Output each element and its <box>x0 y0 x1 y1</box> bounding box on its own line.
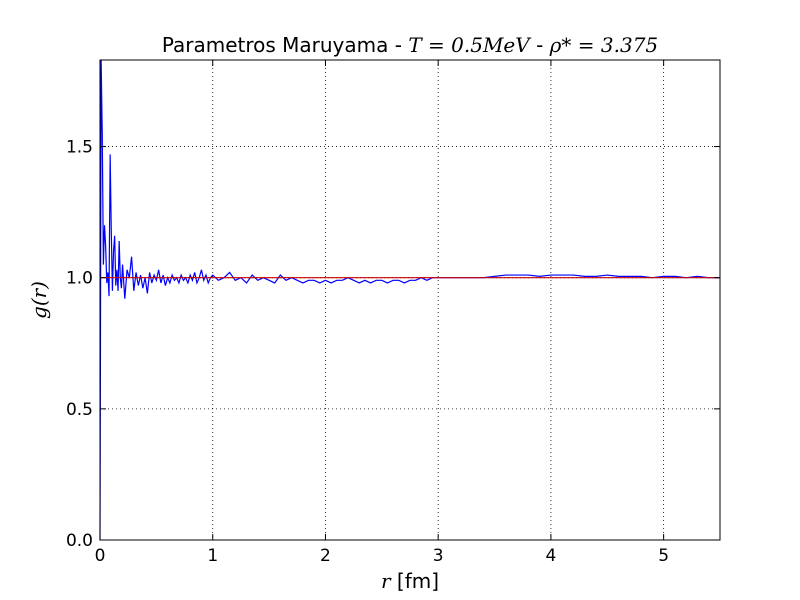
series-layer <box>99 59 720 541</box>
title-temperature: T = 0.5MeV <box>408 33 532 57</box>
plot-frame <box>99 59 721 541</box>
title-prefix: Parametros Maruyama - <box>162 33 409 57</box>
x-axis-label: r [fm] <box>381 569 439 593</box>
y-tick-label: 1.5 <box>66 138 93 158</box>
x-tick-label: 0 <box>95 546 106 566</box>
x-axis-variable: r <box>381 569 392 593</box>
chart-title: Parametros Maruyama - T = 0.5MeV - ρ* = … <box>162 33 658 57</box>
x-tick-label: 5 <box>658 546 669 566</box>
y-axis-label: g(r) <box>27 281 51 319</box>
y-tick-label: 0.0 <box>66 531 93 551</box>
y-axis-variable: g(r) <box>27 281 51 319</box>
x-tick-label: 1 <box>207 546 218 566</box>
title-density: ρ* = 3.375 <box>549 33 659 57</box>
ticks: 0 1 2 3 4 5 0.0 0.5 1.0 1.5 <box>66 60 720 566</box>
x-tick-label: 2 <box>320 546 331 566</box>
y-tick-label: 1.0 <box>66 269 93 289</box>
x-tick-label: 4 <box>545 546 556 566</box>
x-tick-label: 3 <box>433 546 444 566</box>
x-axis-unit: [fm] <box>391 569 440 593</box>
y-tick-label: 0.5 <box>66 400 93 420</box>
title-separator: - <box>530 33 550 57</box>
